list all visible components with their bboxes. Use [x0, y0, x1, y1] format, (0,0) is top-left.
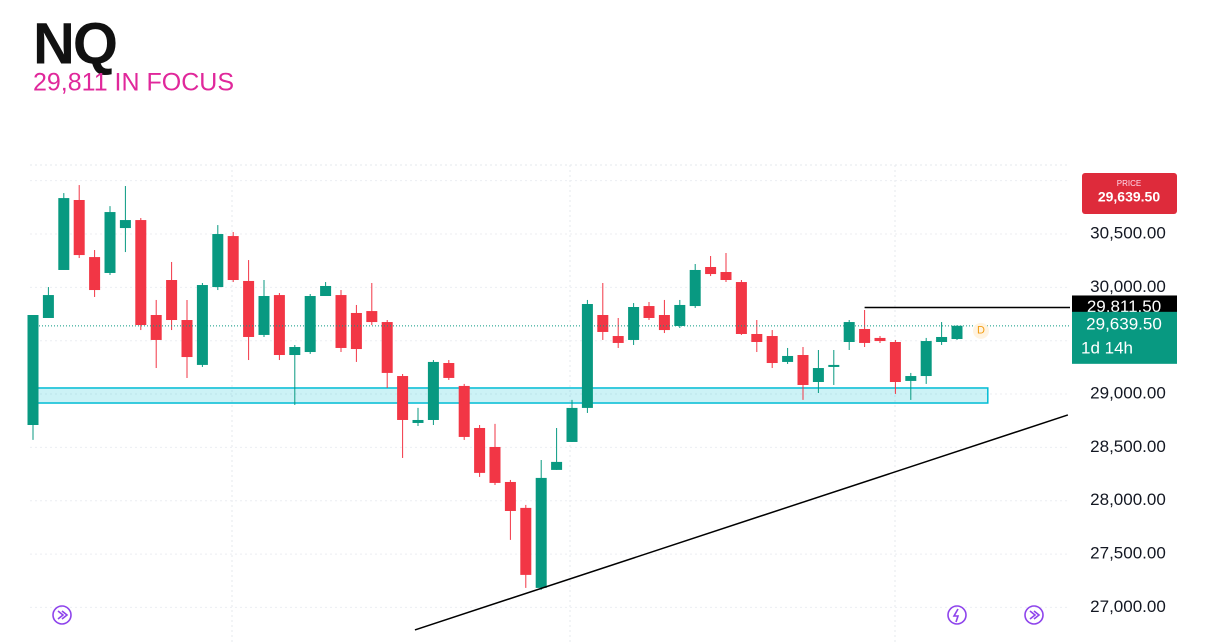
candle-body [705, 266, 717, 275]
icon[interactable] [947, 605, 967, 625]
candle-body [889, 341, 901, 383]
trendline [414, 414, 1069, 631]
y-tick-label: 30,500.00 [1090, 224, 1166, 243]
y-tick-label: 28,500.00 [1090, 437, 1166, 456]
candle-body [905, 376, 917, 381]
candle-body [258, 296, 270, 335]
chart-title: NQ [33, 11, 116, 76]
candle-body [320, 285, 332, 297]
candle-body [581, 304, 593, 408]
candle-body [227, 236, 239, 281]
icon-glyph [1029, 610, 1041, 620]
level-tag-label: 29,811.50 [1087, 297, 1161, 316]
candle-body [766, 336, 778, 364]
candle-body [689, 269, 701, 307]
icon[interactable] [1024, 605, 1044, 625]
marker-label: D [977, 325, 985, 337]
support-zone [35, 387, 989, 404]
candle-body [843, 322, 855, 342]
candle-body [335, 295, 347, 348]
candle-body [427, 361, 439, 420]
countdown-label: 1d 14h [1081, 338, 1133, 357]
price-widget-value: 29,639.50 [1098, 189, 1160, 205]
candle-body [212, 234, 224, 288]
plot [27, 180, 1070, 631]
candle-body [936, 336, 948, 342]
candle-body [489, 446, 501, 483]
candle-body [751, 333, 763, 342]
candle-body [951, 325, 963, 340]
y-tick-label: 27,500.00 [1090, 544, 1166, 563]
candle-body [181, 320, 193, 358]
candle-body [73, 199, 85, 256]
y-tick-label: 28,000.00 [1090, 490, 1166, 509]
candle-body [535, 477, 547, 588]
chart-subtitle: 29,811 IN FOCUS [33, 69, 234, 97]
candle-body [920, 341, 932, 377]
candle-body [812, 368, 824, 383]
candle-body [196, 285, 208, 365]
candle-body [520, 507, 532, 575]
candle-body [504, 481, 516, 511]
candle-body [243, 280, 255, 337]
candle-body [119, 220, 131, 229]
candle-body [350, 312, 362, 350]
candle-body [735, 282, 747, 334]
candle-body [674, 304, 686, 326]
candle-body [58, 198, 70, 270]
candle-body [166, 280, 178, 321]
y-tick-label: 27,000.00 [1090, 597, 1166, 616]
candle-body [289, 347, 301, 356]
candle-body [397, 376, 409, 420]
price-widget-title: PRICE [1117, 179, 1141, 188]
candle-body [720, 272, 732, 281]
candle-body [551, 461, 563, 470]
icons [52, 605, 1044, 625]
y-tick-label: 30,000.00 [1090, 277, 1166, 296]
candle-body [42, 295, 54, 318]
last-price-tag [1072, 311, 1177, 364]
candle-body [828, 364, 840, 367]
price-widget [1082, 173, 1177, 214]
candle-body [658, 315, 670, 331]
icon-glyph [57, 610, 69, 620]
candle-body [273, 295, 285, 356]
candle-body [643, 306, 655, 318]
candle-body [443, 363, 455, 378]
candle-body [782, 355, 794, 362]
candle-body [381, 322, 393, 373]
candle-body [474, 427, 486, 473]
candle-body [27, 315, 39, 425]
candle-body [612, 336, 624, 343]
icon-glyph [952, 608, 960, 623]
candle-body [874, 337, 886, 342]
candle-body [566, 407, 578, 442]
candle-body [458, 385, 470, 437]
candle-body [89, 257, 101, 291]
candle-body [135, 220, 147, 326]
candle-body [412, 419, 424, 423]
candle-body [628, 307, 640, 340]
candle-body [859, 328, 871, 343]
candle-body [597, 315, 609, 332]
candle-body [366, 311, 378, 323]
y-tick-label: 29,000.00 [1090, 384, 1166, 403]
candle-body [304, 296, 316, 353]
last-price-label: 29,639.50 [1086, 314, 1162, 333]
candle-body [104, 212, 116, 273]
marker-badge [973, 322, 989, 339]
candle-body [150, 315, 162, 340]
icon[interactable] [52, 605, 72, 625]
overlay: 27,000.00 27,500.00 28,000.00 28,500.00 29,0… [973, 170, 1177, 616]
candle-body [797, 355, 809, 385]
